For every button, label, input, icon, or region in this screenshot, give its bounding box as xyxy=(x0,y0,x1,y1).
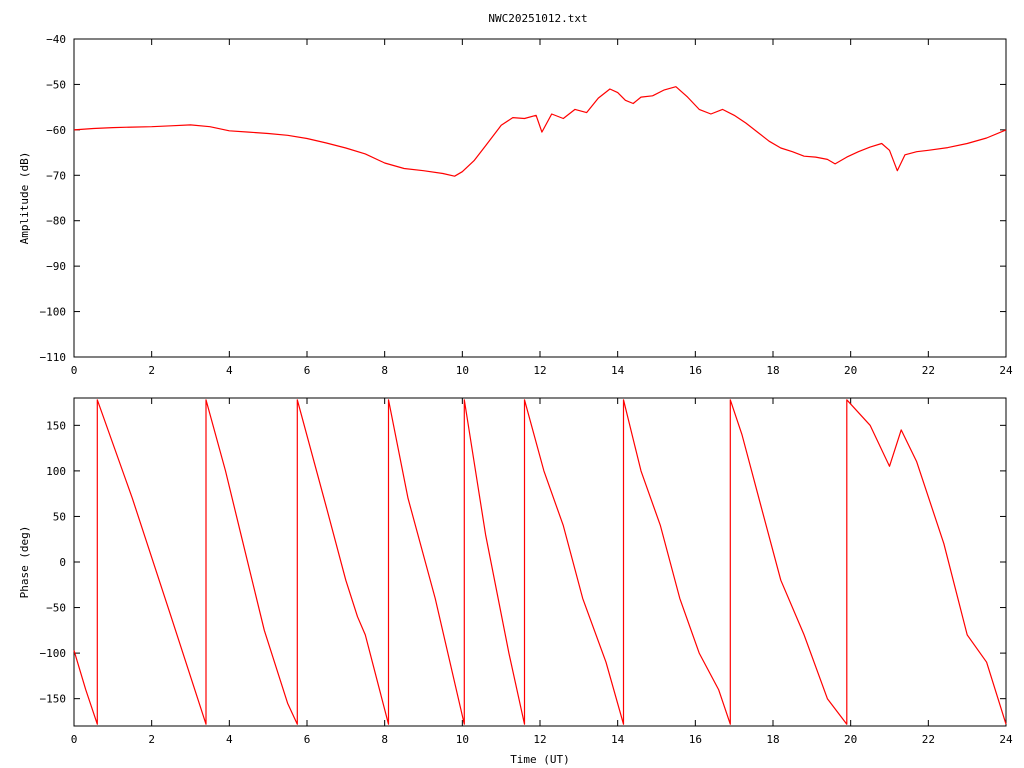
amplitude-x-tick-label: 0 xyxy=(71,364,78,377)
phase-y-tick-label: 100 xyxy=(46,465,66,478)
amplitude-x-tick-label: 6 xyxy=(304,364,311,377)
amplitude-y-tick-label: −90 xyxy=(46,260,66,273)
phase-x-axis-title: Time (UT) xyxy=(510,753,570,766)
amplitude-y-tick-label: −40 xyxy=(46,33,66,46)
amplitude-x-tick-label: 20 xyxy=(844,364,857,377)
phase-series-line xyxy=(73,399,1007,725)
phase-x-tick-label: 14 xyxy=(611,733,625,746)
amplitude-x-tick-label: 18 xyxy=(766,364,779,377)
phase-y-tick-label: 50 xyxy=(53,510,66,523)
amplitude-x-tick-label: 10 xyxy=(456,364,469,377)
amplitude-x-tick-label: 16 xyxy=(689,364,702,377)
amplitude-x-tick-label: 14 xyxy=(611,364,625,377)
amplitude-y-tick-label: −50 xyxy=(46,78,66,91)
amplitude-y-tick-label: −110 xyxy=(40,351,67,364)
chart-title: NWC20251012.txt xyxy=(488,12,587,25)
phase-x-tick-label: 16 xyxy=(689,733,702,746)
phase-x-tick-label: 18 xyxy=(766,733,779,746)
amplitude-y-tick-label: −70 xyxy=(46,169,66,182)
amplitude-x-tick-label: 2 xyxy=(148,364,155,377)
phase-x-tick-label: 24 xyxy=(999,733,1013,746)
phase-x-tick-label: 22 xyxy=(922,733,935,746)
amplitude-x-tick-label: 22 xyxy=(922,364,935,377)
amplitude-series-line xyxy=(73,86,1007,177)
amplitude-y-tick-label: −80 xyxy=(46,215,66,228)
amplitude-y-tick-label: −100 xyxy=(40,306,67,319)
amplitude-x-tick-label: 4 xyxy=(226,364,233,377)
phase-x-tick-label: 6 xyxy=(304,733,311,746)
phase-x-tick-label: 12 xyxy=(533,733,546,746)
phase-x-tick-label: 10 xyxy=(456,733,469,746)
phase-x-tick-label: 2 xyxy=(148,733,155,746)
phase-y-axis-title: Phase (deg) xyxy=(18,526,31,599)
phase-panel: 0 2 4 6 8 10 12 14 16 18 20 22 24150100500−50−100−15… xyxy=(18,397,1013,766)
amplitude-y-axis-title: Amplitude (dB) xyxy=(18,152,31,245)
phase-y-tick-label: −150 xyxy=(40,693,67,706)
amplitude-x-tick-label: 8 xyxy=(381,364,388,377)
amplitude-panel: 0 2 4 6 8 10 12 14 16 18 20 22 24−40−50−60−70−80−90−… xyxy=(18,33,1013,377)
phase-x-tick-label: 8 xyxy=(381,733,388,746)
phase-y-tick-label: 0 xyxy=(59,556,66,569)
amplitude-x-tick-label: 24 xyxy=(999,364,1013,377)
amplitude-y-tick-label: −60 xyxy=(46,124,66,137)
amplitude-x-tick-label: 12 xyxy=(533,364,546,377)
phase-y-tick-label: −100 xyxy=(40,647,67,660)
phase-x-tick-label: 0 xyxy=(71,733,78,746)
phase-x-tick-label: 4 xyxy=(226,733,233,746)
phase-y-tick-label: 150 xyxy=(46,419,66,432)
phase-y-tick-label: −50 xyxy=(46,602,66,615)
phase-x-tick-label: 20 xyxy=(844,733,857,746)
